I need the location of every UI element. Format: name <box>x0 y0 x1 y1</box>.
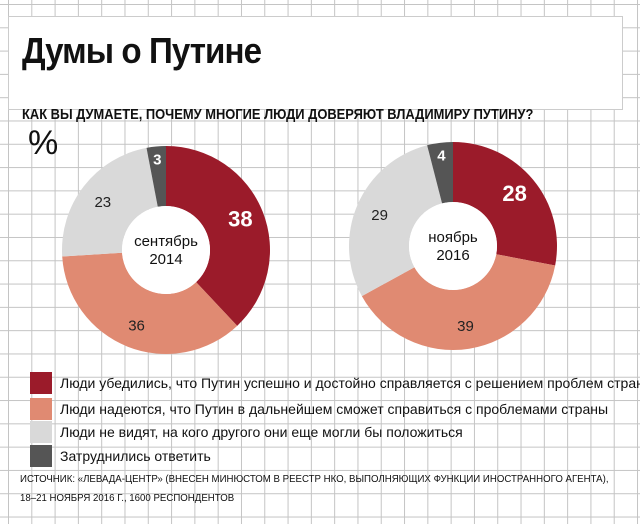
slice-value-label: 38 <box>228 207 252 232</box>
slice-value-label: 36 <box>128 317 145 334</box>
center-label: 2016 <box>436 247 469 264</box>
donut-slice <box>361 254 556 351</box>
legend-label: Люди не видят, на кого другого они еще м… <box>60 424 463 440</box>
center-label: 2014 <box>149 251 182 268</box>
unit-label: % <box>28 124 59 162</box>
legend-item: Затруднились ответить <box>30 445 211 467</box>
center-label: сентябрь <box>134 233 198 250</box>
legend-swatch <box>30 372 52 394</box>
source-line: 18–21 НОЯБРЯ 2016 Г., 1600 РЕСПОНДЕНТОВ <box>20 492 235 504</box>
legend-label: Затруднились ответить <box>60 448 211 464</box>
legend-item: Люди не видят, на кого другого они еще м… <box>30 421 463 443</box>
legend-label: Люди убедились, что Путин успешно и дост… <box>60 375 640 391</box>
donut-slice <box>61 147 158 257</box>
donut-hole <box>122 206 210 294</box>
legend-label: Люди надеются, что Путин в дальнейшем см… <box>60 401 609 417</box>
donut-slice <box>146 146 166 207</box>
slice-value-label: 23 <box>94 194 111 211</box>
legend-swatch <box>30 421 52 443</box>
source-line: ИСТОЧНИК: «ЛЕВАДА-ЦЕНТР» (ВНЕСЕН МИНЮСТО… <box>20 473 609 485</box>
donut-slice <box>453 142 557 266</box>
slice-value-label: 29 <box>371 207 388 224</box>
legend-swatch <box>30 445 52 467</box>
donut-slice <box>349 145 443 297</box>
source-note: ИСТОЧНИК: «ЛЕВАДА-ЦЕНТР» (ВНЕСЕН МИНЮСТО… <box>20 470 609 508</box>
legend-swatch <box>30 398 52 420</box>
page-title: Думы о Путине <box>22 30 262 71</box>
slice-value-label: 4 <box>437 148 446 165</box>
donut-hole <box>409 202 497 290</box>
question: КАК ВЫ ДУМАЕТЕ, ПОЧЕМУ МНОГИЕ ЛЮДИ ДОВЕР… <box>22 106 534 123</box>
slice-value-label: 39 <box>457 318 474 335</box>
slice-value-label: 28 <box>502 181 526 206</box>
donut-slice <box>427 142 453 204</box>
slice-value-label: 3 <box>153 151 161 168</box>
donut-slice <box>62 252 238 354</box>
legend-item: Люди надеются, что Путин в дальнейшем см… <box>30 398 608 420</box>
legend-item: Люди убедились, что Путин успешно и дост… <box>30 372 640 394</box>
title-box <box>8 16 623 110</box>
center-label: ноябрь <box>428 229 478 246</box>
donut-slice <box>166 146 271 326</box>
